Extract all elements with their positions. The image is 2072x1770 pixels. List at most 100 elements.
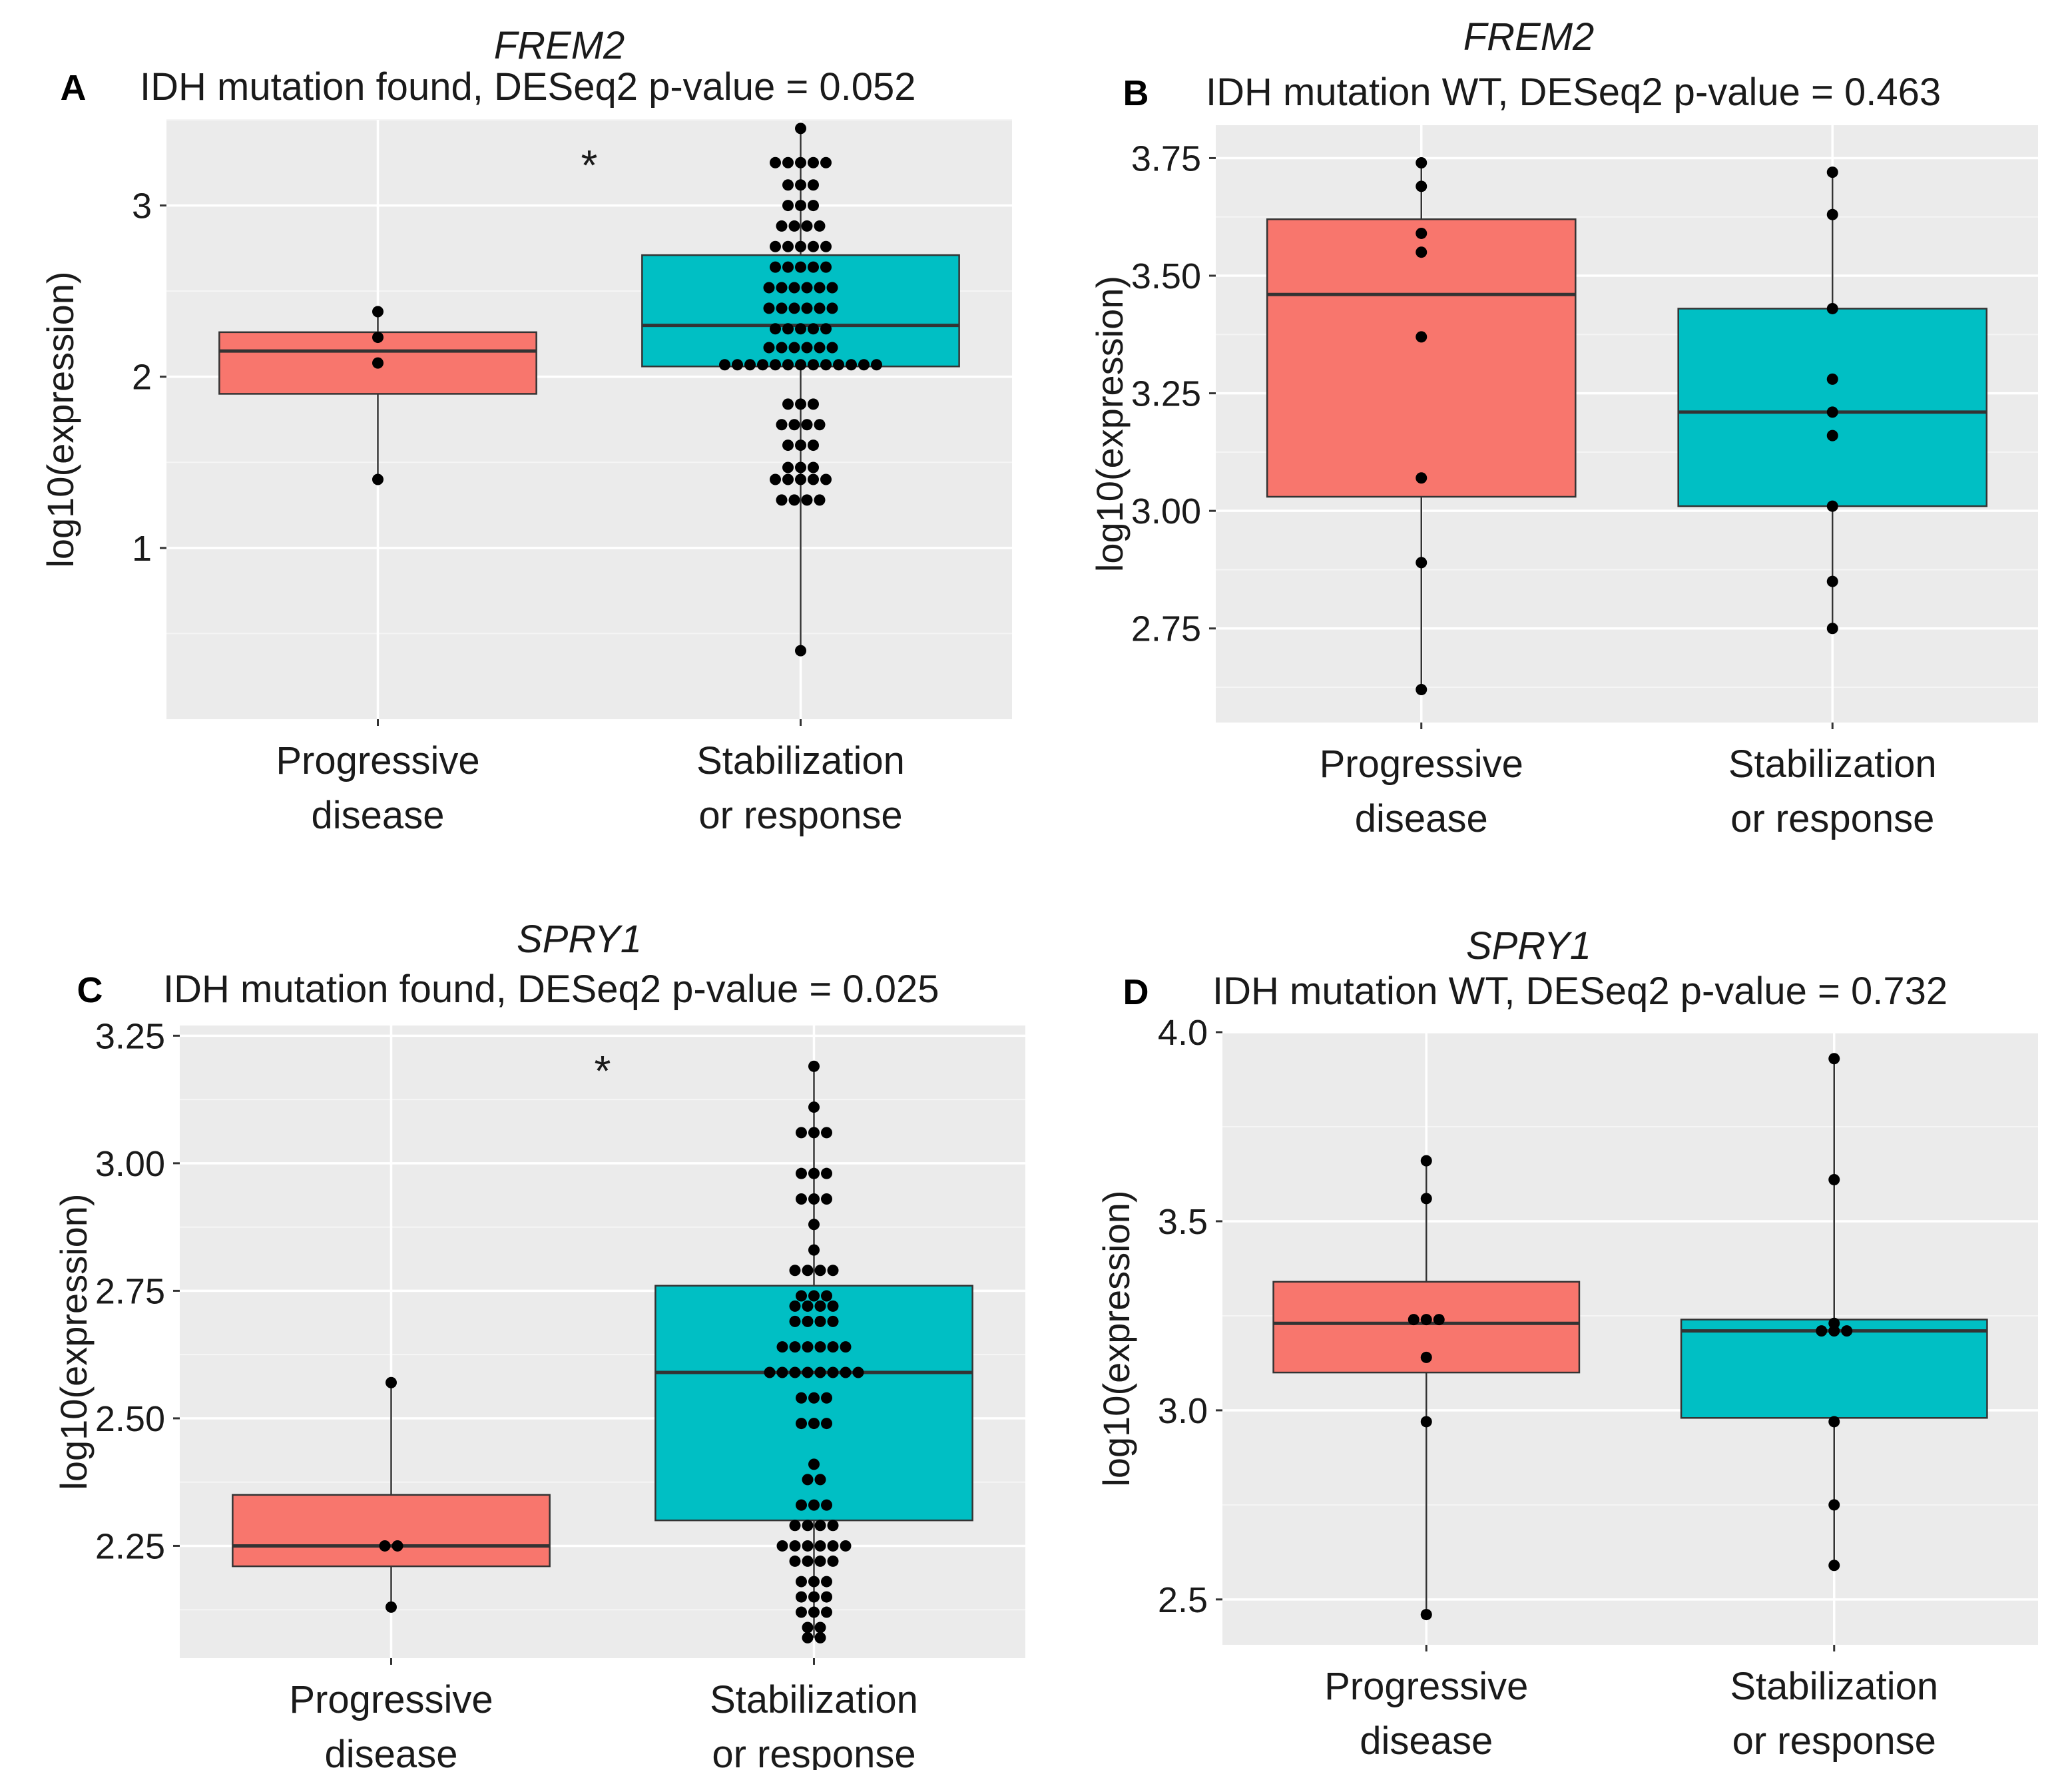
data-point	[833, 359, 844, 371]
data-point	[757, 359, 768, 371]
category-label-line2: disease	[325, 1733, 458, 1770]
data-point	[826, 342, 838, 354]
data-point	[1826, 430, 1838, 442]
data-point	[808, 1060, 820, 1072]
y-tick-label: 3.00	[1131, 491, 1201, 531]
category-label-line1: Progressive	[1320, 742, 1523, 786]
data-point	[821, 1392, 832, 1404]
data-point	[763, 282, 775, 294]
data-point	[808, 398, 819, 410]
data-point	[808, 1101, 820, 1113]
data-point	[801, 342, 813, 354]
data-point	[801, 282, 813, 294]
data-point	[808, 1418, 820, 1430]
data-point	[789, 1540, 801, 1552]
data-point	[776, 1341, 788, 1353]
data-point	[782, 398, 794, 410]
data-point	[788, 419, 800, 431]
data-point	[782, 179, 794, 191]
boxplot-chart-b: FREM2 B IDH mutation WT, DESeq2 p-value = …	[1089, 15, 2038, 840]
y-tick-label: 4.0	[1158, 1013, 1208, 1053]
panel-letter: D	[1123, 972, 1149, 1012]
gene-title: FREM2	[1463, 15, 1595, 59]
category-label-line1: Stabilization	[710, 1678, 918, 1721]
y-axis-title: log10(expression)	[53, 1193, 95, 1490]
data-point	[808, 1392, 820, 1404]
data-point	[788, 220, 800, 232]
y-tick-label: 3.25	[1131, 374, 1201, 414]
data-point	[814, 494, 826, 506]
data-point	[1416, 331, 1427, 343]
panel-subtitle: IDH mutation WT, DESeq2 p-value = 0.732	[1212, 970, 1947, 1013]
data-point	[770, 359, 781, 371]
data-point	[827, 1540, 839, 1552]
data-point	[1420, 1609, 1432, 1621]
category-label-line1: Progressive	[276, 739, 479, 782]
data-point	[1841, 1325, 1853, 1337]
data-point	[776, 342, 788, 354]
data-point	[1416, 157, 1427, 169]
data-point	[814, 419, 826, 431]
data-point	[802, 1474, 814, 1486]
data-point	[796, 1418, 807, 1430]
category-label-line2: or response	[1732, 1719, 1936, 1763]
data-point	[808, 1193, 820, 1205]
data-point	[852, 1366, 864, 1378]
data-point	[820, 261, 832, 273]
data-point	[808, 1167, 820, 1179]
data-point	[814, 1555, 826, 1567]
data-point	[808, 359, 819, 371]
data-point	[372, 332, 384, 344]
boxplot-chart-a: FREM2 A IDH mutation found, DESeq2 p-value…	[39, 24, 1012, 837]
data-point	[795, 156, 806, 168]
data-point	[795, 473, 806, 485]
data-point	[802, 1265, 814, 1277]
data-point	[795, 200, 806, 212]
data-point	[808, 461, 819, 473]
data-point	[1416, 227, 1427, 239]
data-point	[827, 1520, 839, 1532]
data-point	[776, 302, 788, 314]
data-point	[1420, 1193, 1432, 1205]
data-point	[814, 282, 826, 294]
data-point	[1420, 1351, 1432, 1363]
data-point	[814, 1366, 826, 1378]
panel-letter: C	[77, 970, 103, 1010]
panel-subtitle: IDH mutation WT, DESeq2 p-value = 0.463	[1206, 71, 1941, 114]
data-point	[808, 1576, 820, 1588]
data-point	[820, 156, 832, 168]
data-point	[821, 1576, 832, 1588]
data-point	[796, 1606, 807, 1618]
data-point	[789, 1366, 801, 1378]
data-point	[795, 440, 806, 451]
data-point	[814, 1341, 826, 1353]
data-point	[788, 302, 800, 314]
data-point	[826, 282, 838, 294]
category-label-line2: disease	[1360, 1719, 1493, 1763]
data-point	[801, 220, 813, 232]
data-point	[776, 282, 788, 294]
data-point	[814, 1520, 826, 1532]
data-point	[808, 1458, 820, 1470]
data-point	[802, 1540, 814, 1552]
data-point	[776, 494, 788, 506]
data-point	[858, 359, 870, 371]
data-point	[1828, 1053, 1840, 1065]
data-point	[801, 419, 813, 431]
data-point	[802, 1366, 814, 1378]
data-point	[808, 200, 819, 212]
data-point	[802, 1300, 814, 1312]
panel-a: FREM2 A IDH mutation found, DESeq2 p-value…	[0, 0, 1036, 879]
data-point	[814, 1622, 826, 1633]
y-tick-label: 3.00	[95, 1144, 165, 1184]
data-point	[1416, 557, 1427, 569]
data-point	[802, 1555, 814, 1567]
y-axis-title: log10(expression)	[1089, 276, 1131, 572]
data-point	[820, 240, 832, 252]
data-point	[796, 1193, 807, 1205]
data-point	[821, 1418, 832, 1430]
category-label-line2: disease	[312, 794, 445, 837]
data-point	[782, 323, 794, 335]
y-tick-label: 3.25	[95, 1016, 165, 1056]
data-point	[802, 1520, 814, 1532]
